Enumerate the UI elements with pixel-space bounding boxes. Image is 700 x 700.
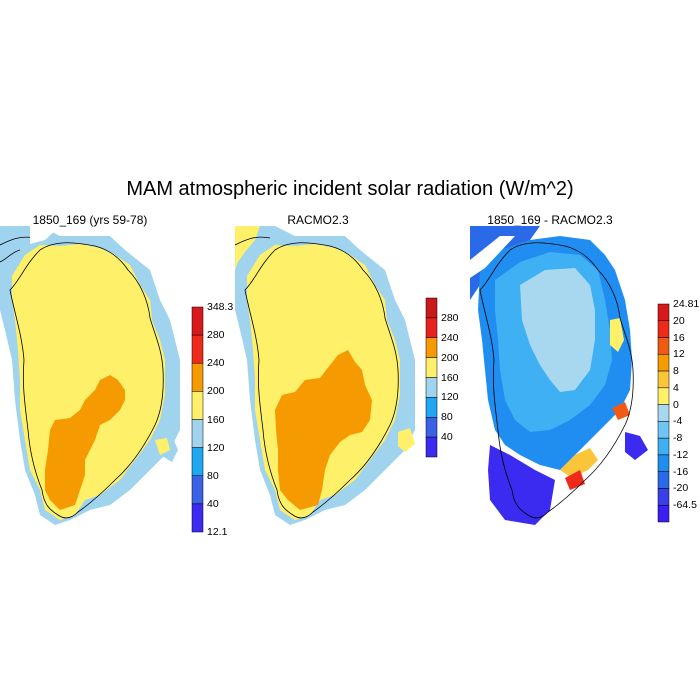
greenland-coastline-diff [479, 242, 634, 519]
colorbar-segment [425, 337, 438, 358]
greenland-coastline-racmo [244, 242, 399, 519]
colorbar-segment [425, 297, 438, 319]
colorbar-segment [191, 306, 204, 336]
colorbar-tick-label: 80 [207, 469, 219, 482]
colorbar-tick-label: 348.3 [207, 301, 234, 313]
colorbar-tick-label: 160 [441, 371, 459, 384]
colorbar-segment [657, 303, 670, 322]
colorbar-tick-label: 8 [673, 365, 679, 378]
colorbar-difference [657, 303, 670, 523]
colorbar-segment [425, 417, 438, 438]
colorbar-tick-label: 160 [207, 413, 225, 426]
colorbar-segment [191, 419, 204, 448]
colorbar-segment [657, 421, 670, 439]
colorbar-segment [657, 504, 670, 523]
colorbar-segment [425, 436, 438, 458]
figure-title: MAM atmospheric incident solar radiation… [126, 178, 574, 200]
colorbar-model [191, 306, 204, 533]
colorbar-segment [191, 334, 204, 364]
map-panel-racmo [235, 226, 415, 525]
colorbar-tick-label: 4 [673, 381, 679, 394]
colorbar-segment [657, 387, 670, 405]
panel-title-racmo: RACMO2.3 [287, 213, 349, 227]
field-200-band [45, 375, 125, 510]
colorbar-tick-label: 12 [673, 348, 685, 361]
colorbar-tick-label: -8 [673, 432, 683, 445]
map-panel-difference [470, 226, 648, 525]
colorbar-tick-label: -16 [673, 465, 689, 478]
greenland-coastline [9, 242, 164, 519]
colorbar-segment [425, 357, 438, 378]
colorbar-segment [657, 437, 670, 456]
colorbar-segment [191, 503, 204, 533]
colorbar-segment [425, 377, 438, 398]
colorbar-tick-label: 80 [441, 411, 453, 424]
colorbar-segment [657, 471, 670, 489]
colorbar-tick-label: 12.1 [207, 526, 228, 538]
colorbar-segment [191, 391, 204, 420]
colorbar-segment [191, 447, 204, 476]
colorbar-tick-label: 280 [441, 311, 459, 324]
colorbar-tick-label: 0 [673, 398, 679, 411]
colorbar-tick-label: 24.81 [673, 298, 700, 310]
map-panel-model [0, 226, 180, 525]
colorbar-tick-label: 240 [207, 357, 225, 370]
colorbar-tick-label: 200 [207, 385, 225, 398]
colorbar-segment [425, 317, 438, 338]
colorbar-segment [657, 354, 670, 372]
colorbar-tick-label: 280 [207, 329, 225, 342]
colorbar-segment [657, 454, 670, 472]
colorbar-segment [657, 404, 670, 422]
diff-field-light-blue [495, 252, 612, 432]
colorbar-tick-label: 200 [441, 351, 459, 364]
colorbar-tick-label: 40 [207, 497, 219, 510]
field-200-band-racmo [275, 350, 372, 510]
colorbar-tick-label: 40 [441, 431, 453, 444]
panel-title-difference: 1850_169 - RACMO2.3 [487, 213, 613, 227]
colorbar-segment [191, 363, 204, 392]
colorbar-segment [657, 337, 670, 355]
colorbar-tick-label: 16 [673, 331, 685, 344]
colorbar-segment [191, 475, 204, 505]
colorbar-segment [425, 397, 438, 418]
colorbar-tick-label: -20 [673, 482, 689, 495]
colorbar-tick-label: 120 [207, 441, 225, 454]
colorbar-racmo [425, 297, 438, 458]
colorbar-segment [657, 320, 670, 338]
colorbar-segment [657, 370, 670, 389]
colorbar-tick-label: 240 [441, 331, 459, 344]
colorbar-tick-label: -12 [673, 448, 689, 461]
colorbar-tick-label: -4 [673, 415, 683, 428]
colorbar-tick-label: 20 [673, 314, 685, 327]
colorbar-tick-label: 120 [441, 391, 459, 404]
panel-title-model: 1850_169 (yrs 59-78) [32, 213, 148, 227]
colorbar-tick-label: -64.5 [673, 499, 697, 512]
colorbar-segment [657, 488, 670, 506]
